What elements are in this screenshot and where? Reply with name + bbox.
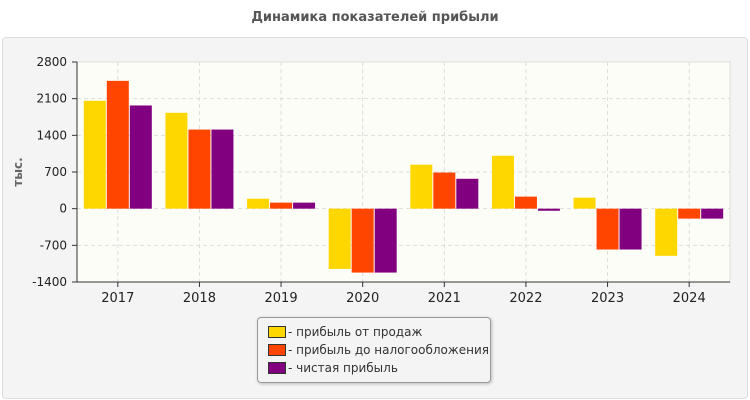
bar-2019-2	[293, 202, 316, 209]
bar-2020-1	[351, 208, 374, 273]
x-tick-label: 2017	[101, 291, 134, 306]
bar-2024-1	[678, 208, 701, 219]
x-tick-label: 2021	[428, 291, 461, 306]
legend-swatch	[268, 344, 286, 356]
y-tick-label: -1400	[32, 275, 67, 289]
x-tick-label: 2020	[346, 291, 379, 306]
legend-label: - прибыль до налогообложения	[288, 343, 489, 357]
y-tick-label: 0	[59, 202, 67, 216]
bar-2022-1	[514, 196, 537, 209]
x-tick-label: 2023	[591, 291, 624, 306]
bar-2021-1	[433, 172, 456, 209]
bar-2017-2	[129, 105, 152, 209]
bar-2024-2	[701, 208, 724, 219]
legend-label: - прибыль от продаж	[288, 325, 423, 339]
x-tick-label: 2018	[183, 291, 216, 306]
legend-swatch	[268, 326, 286, 338]
x-tick-label: 2019	[265, 291, 298, 306]
bar-2021-0	[410, 164, 433, 209]
bar-2023-1	[596, 208, 619, 250]
bar-2019-0	[247, 198, 270, 209]
y-tick-label: 1400	[36, 128, 67, 142]
bar-2023-2	[619, 208, 642, 250]
bar-2018-2	[211, 129, 234, 209]
bar-2020-2	[374, 208, 397, 273]
bar-2019-1	[270, 202, 293, 209]
bar-2022-0	[491, 155, 514, 209]
bar-2024-0	[655, 208, 678, 256]
bar-2018-1	[188, 129, 211, 209]
y-tick-label: -700	[40, 238, 67, 252]
legend-swatch	[268, 362, 286, 374]
bar-2017-1	[106, 80, 129, 209]
bar-2023-0	[573, 197, 596, 209]
y-tick-label: 2100	[36, 92, 67, 106]
bar-2017-0	[83, 100, 106, 209]
y-tick-label: 2800	[36, 55, 67, 69]
legend-item: - чистая прибыль	[268, 359, 490, 377]
bar-2020-0	[328, 208, 351, 269]
x-tick-label: 2022	[509, 291, 542, 306]
bar-2021-2	[456, 178, 479, 209]
bar-2022-2	[537, 208, 560, 211]
y-axis-label: тыс.	[11, 157, 25, 186]
legend-label: - чистая прибыль	[288, 361, 398, 375]
legend-item: - прибыль от продаж	[268, 323, 490, 341]
legend-item: - прибыль до налогообложения	[268, 341, 490, 359]
chart-title: Динамика показателей прибыли	[251, 10, 499, 25]
y-tick-label: 700	[44, 165, 67, 179]
bar-2018-0	[165, 112, 188, 209]
legend: - прибыль от продаж - прибыль до налогоо…	[257, 317, 491, 383]
x-tick-label: 2024	[673, 291, 706, 306]
